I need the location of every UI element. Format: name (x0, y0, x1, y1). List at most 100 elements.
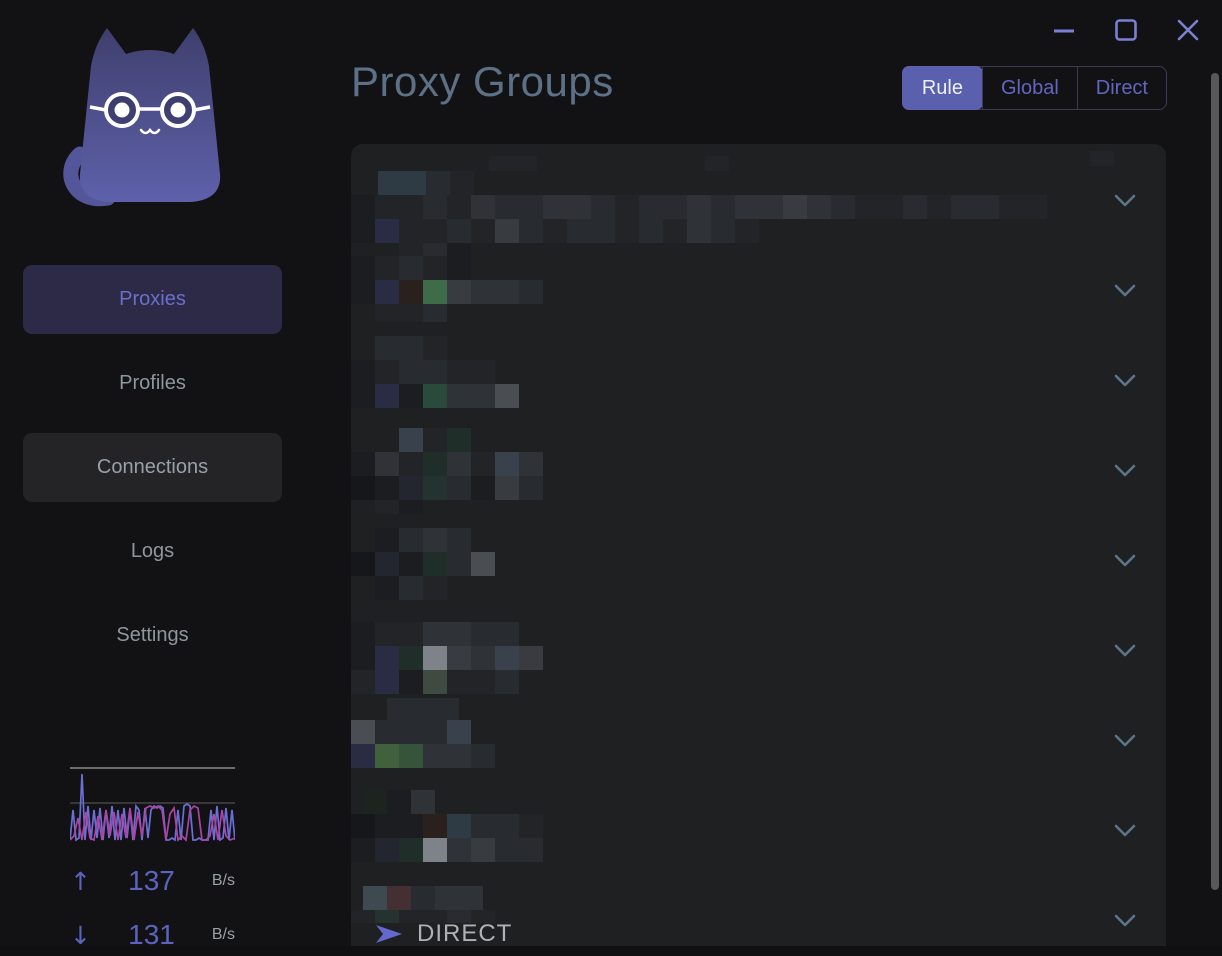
redacted-text-block (351, 195, 1047, 219)
redaction-tile (783, 195, 807, 219)
redacted-text-block (351, 622, 519, 646)
maximize-button[interactable] (1114, 18, 1138, 42)
redaction-tile (447, 280, 471, 304)
sidebar-item-connections[interactable]: Connections (23, 433, 282, 502)
proxy-group-row[interactable] (351, 516, 1166, 606)
chevron-down-icon[interactable] (1113, 733, 1137, 749)
sidebar-item-settings[interactable]: Settings (23, 601, 282, 670)
chevron-down-icon[interactable] (1113, 373, 1137, 389)
redaction-tile (831, 195, 855, 219)
proxy-group-row[interactable] (351, 606, 1166, 696)
redacted-text-block (351, 838, 543, 862)
redaction-tile (399, 428, 423, 452)
sidebar-item-profiles[interactable]: Profiles (23, 349, 282, 418)
window-bottom-edge (0, 946, 1222, 956)
redaction-tile (663, 219, 687, 243)
proxy-group-row[interactable] (351, 696, 1166, 786)
redacted-text-block (387, 698, 459, 720)
redaction-tile (471, 838, 495, 862)
redaction-tile (411, 886, 435, 910)
redaction-tile (495, 280, 519, 304)
sidebar-item-logs[interactable]: Logs (23, 517, 282, 586)
proxy-group-row[interactable] (351, 426, 1166, 516)
redaction-tile (399, 910, 423, 923)
redaction-tile (375, 452, 399, 476)
redaction-tile (351, 646, 375, 670)
download-rate-value: 131 (128, 919, 175, 950)
redaction-tile (975, 195, 999, 219)
redaction-tile (489, 156, 513, 171)
proxy-group-row[interactable] (351, 151, 1166, 261)
redacted-text-block (351, 814, 543, 838)
redaction-tile (375, 360, 399, 384)
redaction-tile (375, 195, 399, 219)
minimize-button[interactable] (1052, 18, 1076, 42)
close-button[interactable] (1176, 18, 1200, 42)
proxy-group-row[interactable] (351, 876, 1166, 946)
chevron-down-icon[interactable] (1113, 823, 1137, 839)
redaction-tile (378, 171, 402, 195)
mode-button-rule[interactable]: Rule (901, 66, 983, 110)
redaction-tile (399, 195, 423, 219)
chevron-down-icon[interactable] (1113, 913, 1137, 929)
redaction-tile (495, 452, 519, 476)
redaction-tile (471, 646, 495, 670)
redaction-tile (951, 195, 975, 219)
chevron-down-icon[interactable] (1113, 193, 1137, 209)
chevron-down-icon[interactable] (1113, 283, 1137, 299)
redaction-tile (807, 195, 831, 219)
proxy-group-row[interactable] (351, 786, 1166, 876)
redaction-tile (375, 384, 399, 408)
proxy-group-row[interactable] (351, 246, 1166, 336)
redaction-tile (351, 814, 375, 838)
redaction-tile (423, 360, 447, 384)
redaction-tile (447, 476, 471, 500)
redaction-tile (375, 670, 399, 694)
chevron-down-icon[interactable] (1113, 643, 1137, 659)
redaction-tile (495, 384, 519, 408)
mode-button-global[interactable]: Global (981, 67, 1077, 109)
redaction-tile (399, 744, 423, 768)
proxy-node-direct[interactable]: DIRECT (375, 920, 512, 946)
redaction-tile (471, 744, 495, 768)
redaction-tile (495, 195, 519, 219)
redaction-tile (399, 500, 423, 514)
redaction-tile (351, 195, 375, 219)
redaction-tile (495, 814, 519, 838)
redacted-text-block (1090, 151, 1114, 166)
redaction-tile (399, 646, 423, 670)
sidebar-item-proxies[interactable]: Proxies (23, 265, 282, 334)
redaction-tile (351, 670, 375, 694)
redaction-tile (375, 720, 399, 744)
scrollbar-thumb[interactable] (1211, 73, 1219, 890)
redacted-text-block (375, 576, 447, 600)
sidebar-nav: Proxies Profiles Connections Logs Settings (23, 265, 282, 670)
redacted-text-block (351, 670, 519, 694)
redaction-tile (447, 838, 471, 862)
redaction-tile (375, 500, 399, 514)
redaction-tile (423, 576, 447, 600)
redacted-text-block (363, 886, 483, 910)
redaction-tile (351, 476, 375, 500)
redaction-tile (663, 195, 687, 219)
sidebar-item-label: Settings (116, 624, 189, 646)
redaction-tile (435, 698, 459, 720)
redaction-tile (387, 698, 411, 720)
redacted-text-block (489, 156, 537, 171)
redaction-tile (423, 336, 447, 360)
redaction-tile (399, 476, 423, 500)
redaction-tile (687, 195, 711, 219)
redaction-tile (375, 744, 399, 768)
chevron-down-icon[interactable] (1113, 553, 1137, 569)
redaction-tile (639, 195, 663, 219)
maximize-icon (1115, 19, 1137, 41)
mode-button-direct[interactable]: Direct (1076, 67, 1166, 109)
redaction-tile (447, 670, 471, 694)
redaction-tile (351, 219, 375, 243)
redaction-tile (423, 452, 447, 476)
chevron-down-icon[interactable] (1113, 463, 1137, 479)
redaction-tile (591, 219, 615, 243)
proxy-group-row[interactable] (351, 336, 1166, 426)
redaction-tile (495, 622, 519, 646)
redaction-tile (399, 528, 423, 552)
